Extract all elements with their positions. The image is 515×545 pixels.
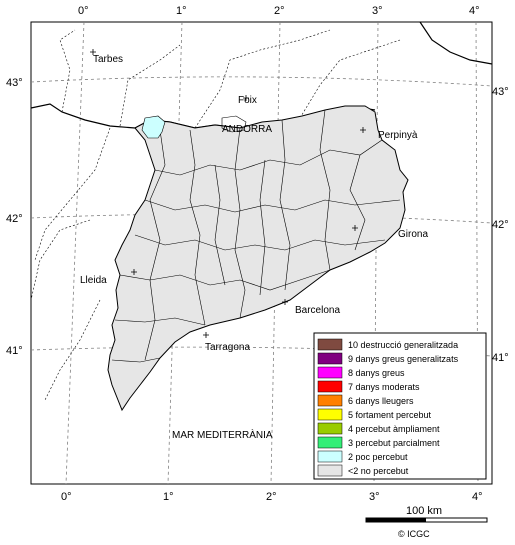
label-perpinya: Perpinyà <box>378 130 418 141</box>
tick-top-4: 4° <box>469 5 480 17</box>
legend-label: 3 percebut parcialment <box>348 438 440 448</box>
tick-top-0: 0° <box>78 5 89 17</box>
legend-label: <2 no percebut <box>348 466 409 476</box>
label-andorra: ANDORRA <box>222 124 272 135</box>
tick-bottom-0: 0° <box>61 491 72 503</box>
city-markers <box>90 49 366 338</box>
legend-label: 2 poc percebut <box>348 452 408 462</box>
legend-swatch <box>317 422 343 435</box>
tick-bottom-4: 4° <box>472 491 483 503</box>
foix-marker <box>243 95 249 101</box>
legend-swatch <box>317 408 343 421</box>
axis-bottom: 0° 1° 2° 3° 4° <box>61 491 483 503</box>
axis-top: 0° 1° 2° 3° 4° <box>78 5 480 17</box>
tick-top-2: 2° <box>274 5 285 17</box>
tick-right-42: 42° <box>492 219 509 231</box>
tick-left-43: 43° <box>6 77 23 89</box>
tarbes-marker <box>90 49 96 55</box>
axis-right: 43° 42° 41° <box>492 86 509 364</box>
label-girona: Girona <box>398 229 428 240</box>
perpinya-marker <box>360 127 366 133</box>
legend-swatch <box>317 352 343 365</box>
label-sea: MAR MEDITERRÀNIA <box>172 428 273 441</box>
andorra-outline <box>221 115 247 133</box>
legend-label: 5 fortament percebut <box>348 410 432 420</box>
axis-left: 43° 42° 41° <box>6 77 23 357</box>
label-tarbes: Tarbes <box>93 54 123 65</box>
label-foix: Foix <box>238 95 257 106</box>
tarragona-marker <box>203 332 209 338</box>
legend-label: 7 danys moderats <box>348 382 420 392</box>
legend: 10 destrucció generalitzada 9 danys greus… <box>313 332 487 480</box>
tick-right-41: 41° <box>492 352 509 364</box>
legend-swatch <box>317 450 343 463</box>
legend-swatch <box>317 366 343 379</box>
tick-top-1: 1° <box>176 5 187 17</box>
tick-right-43: 43° <box>492 86 509 98</box>
scale-label: 100 km <box>406 505 442 517</box>
comarca-boundaries <box>111 109 401 363</box>
legend-swatch <box>317 464 343 477</box>
scale-bar: 100 km <box>365 505 488 523</box>
legend-box <box>313 332 487 480</box>
tick-top-3: 3° <box>372 5 383 17</box>
tick-bottom-2: 2° <box>266 491 277 503</box>
catalonia-region <box>107 105 409 412</box>
legend-label: 6 danys lleugers <box>348 396 414 406</box>
coastline-north <box>419 21 493 65</box>
legend-swatch <box>317 380 343 393</box>
legend-swatch <box>317 436 343 449</box>
label-barcelona: Barcelona <box>295 305 340 316</box>
tick-left-42: 42° <box>6 213 23 225</box>
val-daran-region <box>141 115 166 139</box>
legend-swatch <box>317 394 343 407</box>
legend-label: 4 percebut àmpliament <box>348 424 440 434</box>
tick-bottom-1: 1° <box>163 491 174 503</box>
legend-swatch <box>317 338 343 351</box>
legend-label: 9 danys greus generalitzats <box>348 354 459 364</box>
scale-bar-fill <box>366 518 426 522</box>
foreign-boundaries <box>30 29 401 401</box>
barcelona-marker <box>282 299 288 305</box>
lleida-marker <box>131 269 137 275</box>
legend-label: 10 destrucció generalitzada <box>348 340 458 350</box>
label-tarragona: Tarragona <box>205 342 250 353</box>
girona-marker <box>352 225 358 231</box>
tick-left-41: 41° <box>6 345 23 357</box>
label-lleida: Lleida <box>80 275 107 286</box>
tick-bottom-3: 3° <box>369 491 380 503</box>
legend-label: 8 danys greus <box>348 368 405 378</box>
credit: © ICGC <box>398 529 430 539</box>
